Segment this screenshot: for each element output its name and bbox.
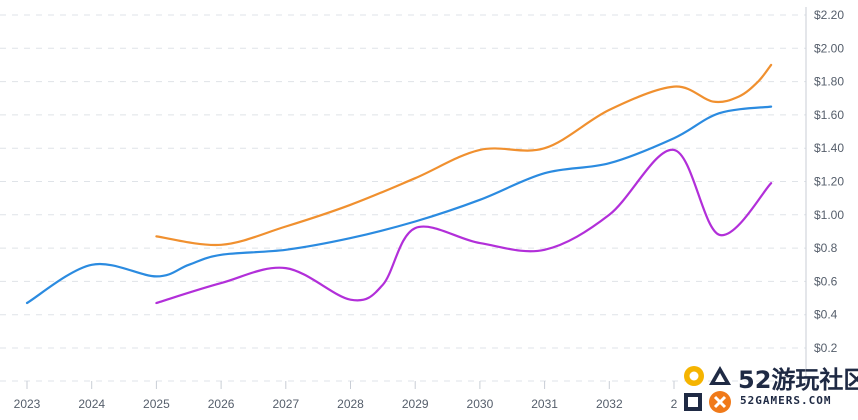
series-lines <box>25 63 773 305</box>
x-tick-label: 2031 <box>531 397 558 411</box>
x-tick-label: 2032 <box>596 397 623 411</box>
watermark-url: 52GAMERS.COM <box>740 394 832 407</box>
series-line-2 <box>25 105 773 305</box>
y-tick-label: $1.40 <box>814 141 844 155</box>
x-tick-label: 2024 <box>78 397 105 411</box>
y-tick-label: $0.8 <box>814 241 838 255</box>
x-tick-label: 2027 <box>272 397 299 411</box>
x-axis: 2023 2024 2025 2026 2027 2028 2029 2030 2031 2032… <box>14 381 678 411</box>
watermark-logo: 52游玩社区 52GAMERS.COM <box>678 358 858 420</box>
x-tick-label: 2 <box>671 397 678 411</box>
y-axis: $0.2 $0.4 $0.6 $0.8 $1.00 $1.20 $1.40 $1.60 $1.8… <box>805 7 844 381</box>
x-tick-label: 2026 <box>208 397 235 411</box>
y-tick-label: $0.6 <box>814 274 838 288</box>
series-line-1 <box>155 63 773 247</box>
y-tick-label: $2.00 <box>814 41 844 55</box>
x-tick-label: 2028 <box>337 397 364 411</box>
y-tick-label: $0.2 <box>814 341 838 355</box>
y-tick-label: $1.00 <box>814 208 844 222</box>
y-tick-label: $2.20 <box>814 8 844 22</box>
x-tick-label: 2030 <box>467 397 494 411</box>
controller-symbols-icon <box>684 366 731 413</box>
y-tick-label: $0.4 <box>814 308 838 322</box>
series-line-3 <box>155 148 773 305</box>
y-tick-label: $1.60 <box>814 108 844 122</box>
y-tick-label: $1.20 <box>814 175 844 189</box>
y-tick-label: $1.80 <box>814 75 844 89</box>
x-tick-label: 2025 <box>143 397 170 411</box>
x-tick-label: 2029 <box>402 397 429 411</box>
x-tick-label: 2023 <box>14 397 41 411</box>
grid-lines <box>0 14 806 382</box>
watermark-title: 52游玩社区 <box>738 366 858 394</box>
